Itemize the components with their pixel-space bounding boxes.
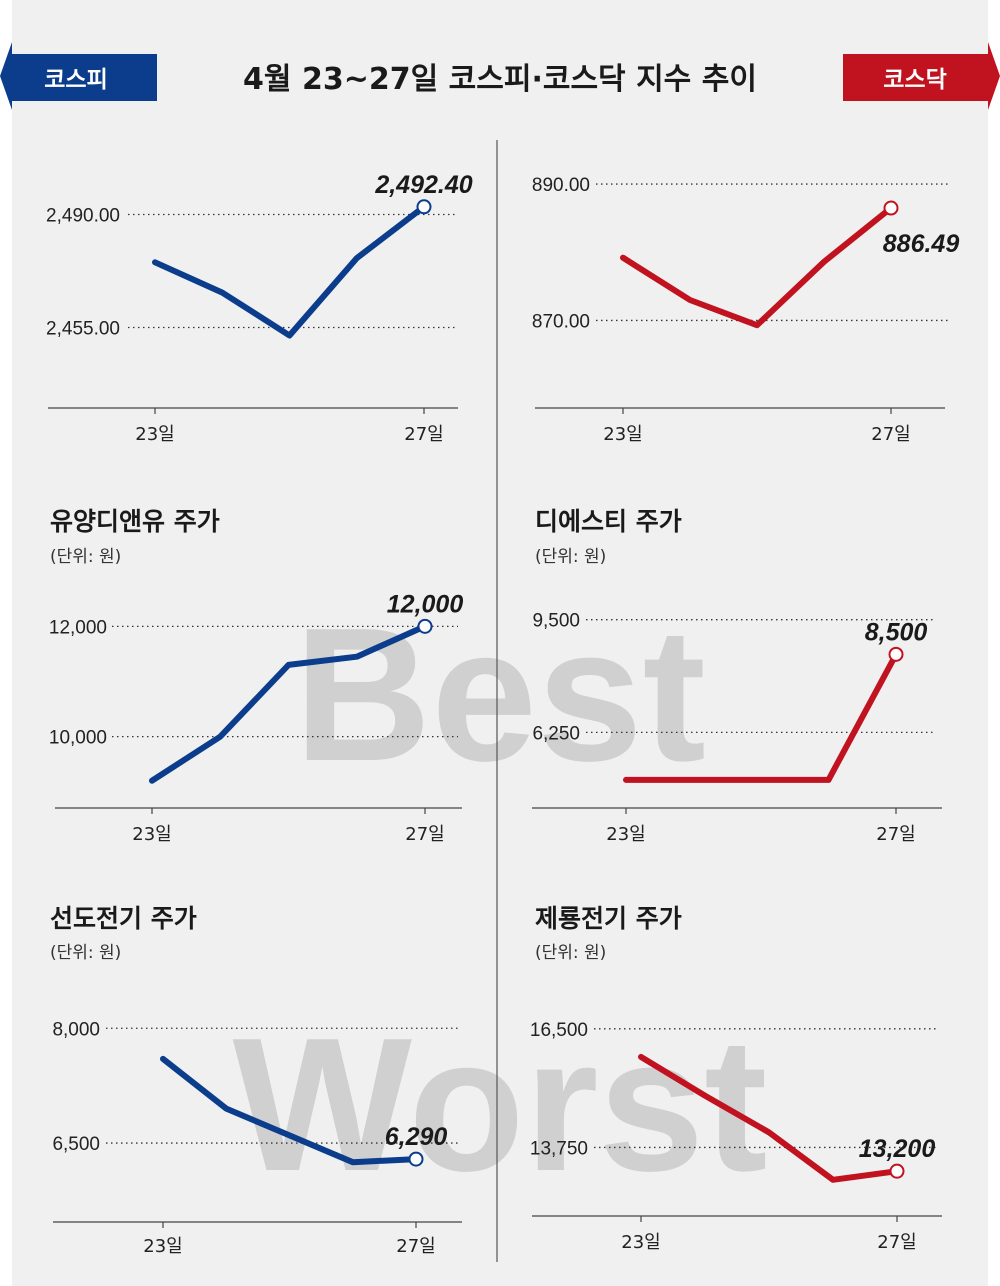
x-tick-label: 23일 [143, 1236, 182, 1257]
chart-title: 제룡전기 주가 [535, 904, 682, 933]
chart-title: 디에스티 주가 [535, 507, 682, 536]
kospi-badge: 코스피 [0, 42, 157, 110]
page-title: 4월 23~27일 코스피·코스닥 지수 추이 [243, 62, 757, 97]
x-tick-label: 27일 [405, 824, 444, 845]
kosdaq-badge: 코스닥 [843, 42, 1000, 110]
chart-2: 870.00 890.00 23일 27일 886.49 [532, 175, 959, 445]
y-tick-label: 9,500 [532, 611, 580, 632]
watermark-worst: Worst [233, 999, 768, 1211]
x-tick-label: 27일 [877, 1232, 916, 1253]
x-tick-label: 27일 [871, 424, 910, 445]
y-tick-label: 13,750 [530, 1138, 588, 1159]
kosdaq-badge-label: 코스닥 [883, 67, 946, 93]
end-point-marker [883, 200, 899, 216]
kosdaq-badge-body [843, 54, 988, 101]
chart-unit: (단위: 원) [50, 943, 121, 963]
y-tick-label: 6,250 [532, 723, 580, 744]
chart-title: 선도전기 주가 [50, 904, 197, 933]
chart-unit: (단위: 원) [535, 943, 606, 963]
y-tick-label: 2,490.00 [46, 206, 120, 227]
series-line [623, 651, 899, 783]
data-label: 13,200 [859, 1135, 936, 1163]
chart-1: 2,455.00 2,490.00 23일 27일 2,492.40 [46, 171, 473, 445]
y-tick-label: 16,500 [530, 1020, 588, 1041]
y-tick-label: 870.00 [532, 311, 590, 332]
kosdaq-badge-arrow [988, 42, 1000, 110]
kospi-badge-body [12, 54, 157, 101]
x-tick-label: 23일 [603, 424, 642, 445]
x-tick-label: 27일 [396, 1236, 435, 1257]
data-label: 12,000 [387, 590, 464, 618]
x-tick-label: 23일 [135, 424, 174, 445]
series-line [149, 623, 428, 784]
y-tick-label: 10,000 [49, 728, 107, 749]
end-point-marker [889, 1163, 905, 1179]
y-tick-label: 12,000 [49, 617, 107, 638]
y-tick-label: 6,500 [52, 1134, 100, 1155]
x-tick-label: 27일 [404, 424, 443, 445]
series-line [620, 205, 894, 329]
data-label: 6,290 [385, 1123, 448, 1151]
charts: 2,455.00 2,490.00 23일 27일 2,492.40 870.00 890.… [46, 171, 959, 1257]
kospi-badge-arrow [0, 42, 12, 110]
y-tick-label: 8,000 [52, 1019, 100, 1040]
kospi-badge-label: 코스피 [44, 67, 107, 93]
chart-6: 제룡전기 주가 (단위: 원) 13,750 16,500 23일 27일 13,200 [530, 904, 942, 1253]
y-tick-label: 890.00 [532, 175, 590, 196]
y-tick-label: 2,455.00 [46, 318, 120, 339]
chart-unit: (단위: 원) [535, 547, 606, 567]
chart-unit: (단위: 원) [50, 547, 121, 567]
x-tick-label: 27일 [876, 824, 915, 845]
series-line [638, 1053, 900, 1183]
data-label: 2,492.40 [374, 171, 472, 199]
end-point-marker [416, 199, 432, 215]
watermark-best: Best [294, 589, 706, 801]
chart-5: 선도전기 주가 (단위: 원) 6,500 8,000 23일 27일 6,290 [50, 904, 462, 1257]
end-point-marker [888, 646, 904, 662]
end-point-marker [408, 1151, 424, 1167]
x-tick-label: 23일 [132, 824, 171, 845]
data-label: 886.49 [883, 230, 960, 258]
series-line [152, 203, 427, 339]
x-tick-label: 23일 [621, 1232, 660, 1253]
x-tick-label: 23일 [606, 824, 645, 845]
series-line [160, 1055, 419, 1166]
chart-3: 유양디앤유 주가 (단위: 원) 10,000 12,000 23일 27일 12,000 [49, 507, 463, 845]
end-point-marker [417, 618, 433, 634]
data-label: 8,500 [865, 618, 928, 646]
chart-title: 유양디앤유 주가 [50, 507, 220, 536]
chart-4: 디에스티 주가 (단위: 원) 6,250 9,500 23일 27일 8,500 [532, 507, 942, 845]
